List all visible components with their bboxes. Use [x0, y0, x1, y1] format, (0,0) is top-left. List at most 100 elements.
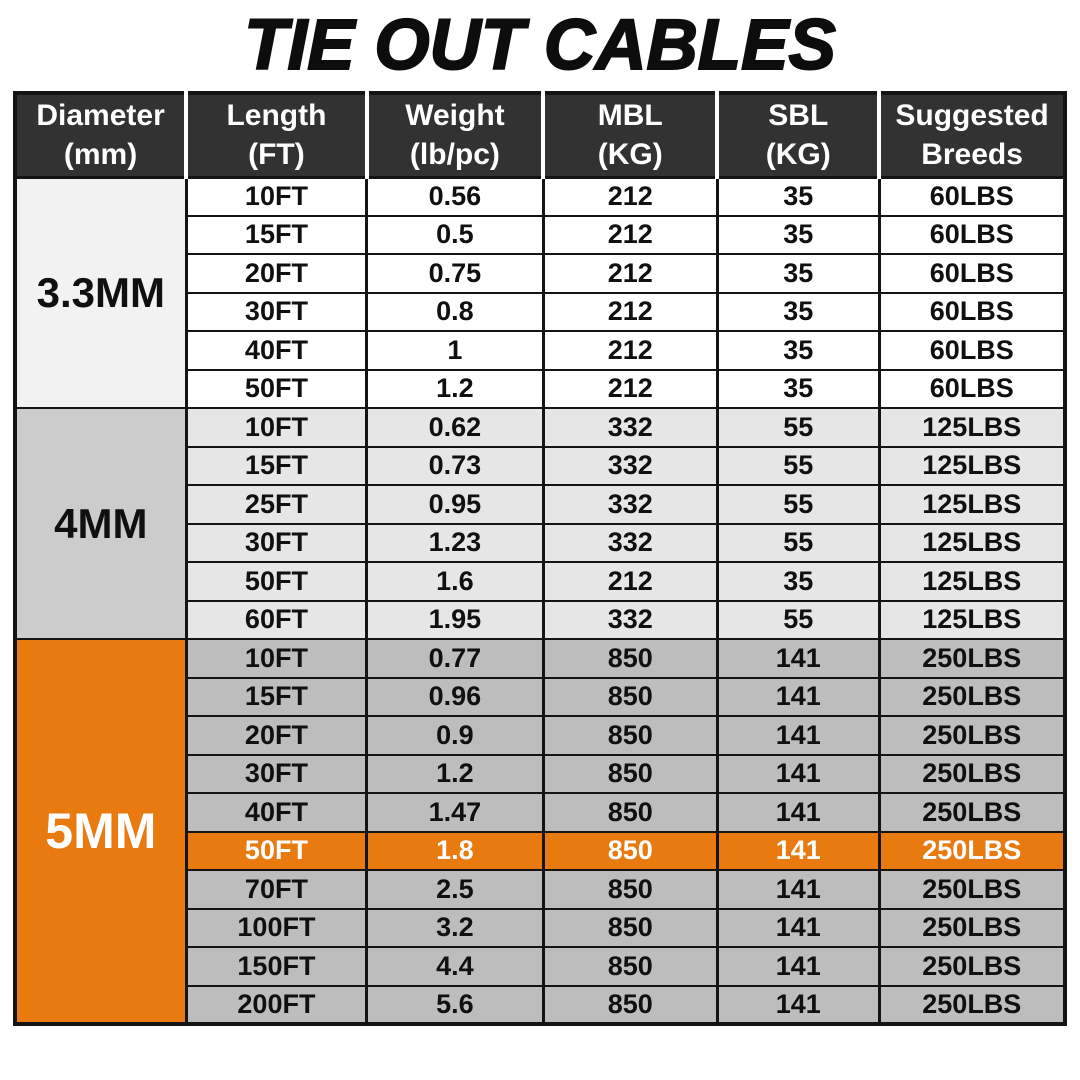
cell-sbl: 141: [715, 984, 881, 1025]
cell-breeds: 60LBS: [877, 176, 1067, 217]
cell-sbl: 55: [715, 522, 881, 563]
cell-weight: 0.96: [365, 676, 545, 717]
header-diameter-line1: Diameter: [36, 99, 165, 133]
cell-weight: 1.2: [365, 753, 545, 794]
spec-row-4mm-60ft: 60FT 1.95 332 55 125LBS: [15, 599, 1067, 640]
cell-mbl: 332: [541, 522, 719, 563]
header-sbl-line1: SBL: [768, 99, 829, 133]
cell-mbl: 332: [541, 599, 719, 640]
spec-row-3-3mm-40ft: 40FT 1 212 35 60LBS: [15, 330, 1067, 371]
cell-weight: 5.6: [365, 984, 545, 1025]
cell-weight: 0.5: [365, 214, 545, 255]
cell-mbl: 850: [541, 830, 719, 871]
spec-table-body: 3.3MM 10FT 0.56 212 35 60LBS 15FT 0.5 212 35 60LBS…: [13, 176, 1067, 1025]
cell-length: 15FT: [184, 676, 369, 717]
cell-mbl: 212: [541, 330, 719, 371]
cell-mbl: 212: [541, 253, 719, 294]
cell-mbl: 212: [541, 176, 719, 217]
header-suggested-breeds-line2: Breeds: [921, 138, 1023, 172]
cell-weight: 1.95: [365, 599, 545, 640]
cell-weight: 0.75: [365, 253, 545, 294]
cell-weight: 1.47: [365, 792, 545, 833]
cell-weight: 2.5: [365, 869, 545, 910]
cell-breeds: 125LBS: [877, 484, 1067, 525]
cell-weight: 1.8: [365, 830, 545, 871]
cell-mbl: 332: [541, 407, 719, 448]
header-sbl: SBL (KG): [715, 93, 880, 179]
cell-length: 200FT: [184, 984, 369, 1025]
spec-row-5mm-150ft: 150FT 4.4 850 141 250LBS: [15, 946, 1067, 987]
cell-length: 20FT: [184, 253, 369, 294]
cell-sbl: 35: [715, 561, 881, 602]
cell-weight: 0.9: [365, 715, 545, 756]
cell-breeds: 250LBS: [877, 715, 1067, 756]
cell-breeds: 125LBS: [877, 599, 1067, 640]
cell-sbl: 141: [715, 715, 881, 756]
cell-mbl: 850: [541, 984, 719, 1025]
cell-sbl: 35: [715, 253, 881, 294]
cell-sbl: 55: [715, 484, 881, 525]
cell-breeds: 250LBS: [877, 753, 1067, 794]
cell-mbl: 212: [541, 214, 719, 255]
spec-row-5mm-10ft: 5MM 10FT 0.77 850 141 250LBS: [13, 638, 1067, 1025]
cell-breeds: 60LBS: [877, 330, 1067, 371]
spec-row-4mm-15ft: 15FT 0.73 332 55 125LBS: [15, 445, 1067, 486]
spec-row-5mm-20ft: 20FT 0.9 850 141 250LBS: [15, 715, 1067, 756]
spec-row-5mm-30ft: 30FT 1.2 850 141 250LBS: [15, 753, 1067, 794]
cell-breeds: 60LBS: [877, 368, 1067, 409]
spec-row-3-3mm-30ft: 30FT 0.8 212 35 60LBS: [15, 291, 1067, 332]
cell-weight: 0.8: [365, 291, 545, 332]
cell-length: 150FT: [184, 946, 369, 987]
cell-mbl: 850: [541, 676, 719, 717]
cell-breeds: 125LBS: [877, 522, 1067, 563]
cell-sbl: 55: [715, 445, 881, 486]
header-diameter-line2: (mm): [63, 138, 138, 172]
cell-breeds: 125LBS: [877, 445, 1067, 486]
cell-weight: 0.73: [365, 445, 545, 486]
cell-sbl: 35: [715, 368, 881, 409]
diameter-cell-4mm: 4MM: [13, 407, 188, 640]
cell-mbl: 850: [541, 907, 719, 948]
header-suggested-breeds: Suggested Breeds: [877, 93, 1065, 179]
cell-mbl: 850: [541, 638, 719, 679]
cell-sbl: 141: [715, 830, 881, 871]
cell-sbl: 141: [715, 869, 881, 910]
page-title: TIE OUT CABLES: [243, 5, 837, 86]
cell-sbl: 141: [715, 946, 881, 987]
cell-breeds: 60LBS: [877, 291, 1067, 332]
cell-length: 30FT: [184, 753, 369, 794]
cell-sbl: 141: [715, 753, 881, 794]
cell-length: 20FT: [184, 715, 369, 756]
header-mbl: MBL (KG): [541, 93, 718, 179]
cell-sbl: 35: [715, 176, 881, 217]
spec-row-3-3mm-20ft: 20FT 0.75 212 35 60LBS: [15, 253, 1067, 294]
header-row: Diameter (mm) Length (FT) Weight (lb/pc)…: [15, 93, 1065, 179]
cell-length: 50FT: [184, 368, 369, 409]
cell-weight: 1.23: [365, 522, 545, 563]
cell-length: 30FT: [184, 522, 369, 563]
header-weight-line2: (lb/pc): [409, 138, 500, 172]
cell-breeds: 250LBS: [877, 984, 1067, 1025]
cell-weight: 4.4: [365, 946, 545, 987]
cell-sbl: 141: [715, 792, 881, 833]
spec-row-5mm-40ft: 40FT 1.47 850 141 250LBS: [15, 792, 1067, 833]
cell-mbl: 850: [541, 715, 719, 756]
diameter-cell-3-3mm: 3.3MM: [13, 176, 188, 409]
header-diameter: Diameter (mm): [15, 93, 187, 179]
cell-length: 10FT: [184, 407, 369, 448]
cell-breeds: 125LBS: [877, 561, 1067, 602]
header-suggested-breeds-line1: Suggested: [895, 99, 1049, 133]
cell-weight: 1.2: [365, 368, 545, 409]
cell-breeds: 250LBS: [877, 638, 1067, 679]
cell-mbl: 850: [541, 753, 719, 794]
cell-length: 70FT: [184, 869, 369, 910]
tie-out-cables-spec-table: Diameter (mm) Length (FT) Weight (lb/pc)…: [13, 91, 1067, 1026]
cell-weight: 0.62: [365, 407, 545, 448]
header-mbl-line2: (KG): [597, 138, 663, 172]
spec-row-3-3mm-10ft: 3.3MM 10FT 0.56 212 35 60LBS: [13, 176, 1067, 409]
cell-length: 25FT: [184, 484, 369, 525]
diameter-cell-5mm: 5MM: [13, 638, 188, 1025]
cell-breeds: 250LBS: [877, 676, 1067, 717]
cell-length: 100FT: [184, 907, 369, 948]
cell-weight: 1: [365, 330, 545, 371]
